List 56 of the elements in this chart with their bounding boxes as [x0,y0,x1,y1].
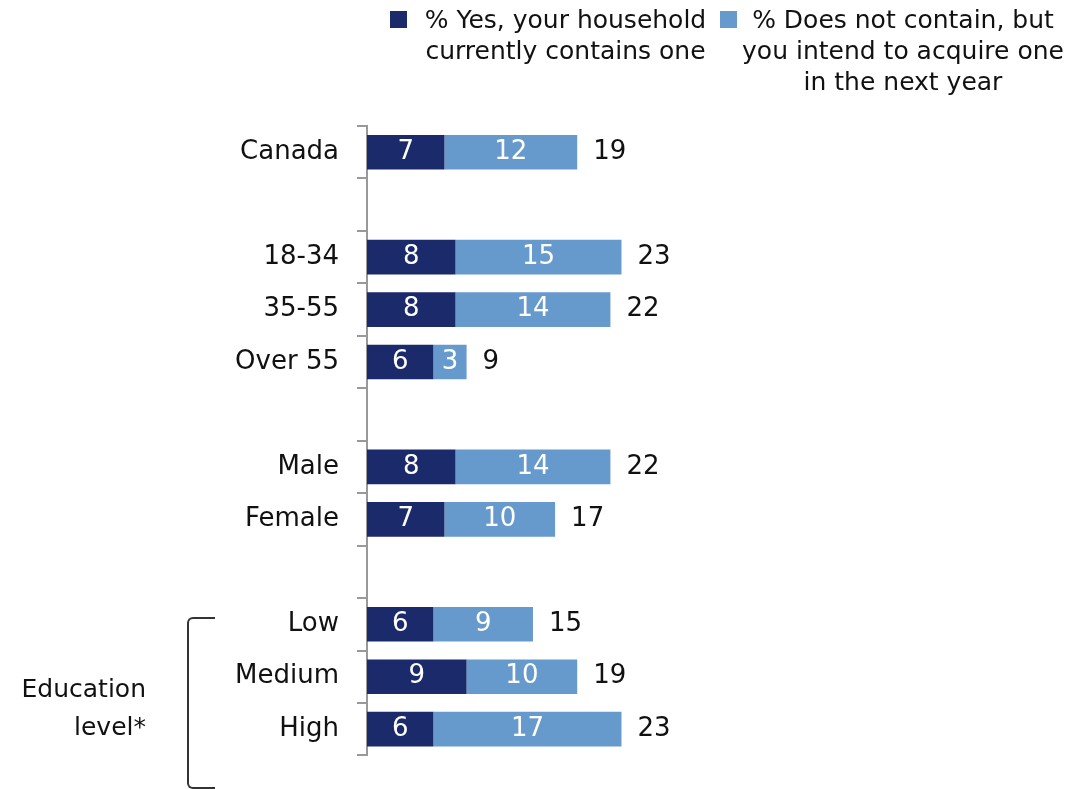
total-label: 23 [637,711,671,742]
bar [367,292,456,327]
y-tick-label: Female [244,502,339,533]
bar [444,502,556,537]
bar [466,659,578,695]
data-label: 6 [391,344,409,375]
y-tick-label: High [279,711,339,742]
bar [367,502,445,537]
total-label: 9 [482,344,500,375]
data-label: 8 [402,449,420,480]
data-label: 6 [391,607,409,638]
y-tick-label: 35-55 [263,292,339,323]
total-label: 23 [637,239,671,270]
bar [455,449,611,485]
bar [367,344,434,380]
data-label: 9 [408,659,426,690]
data-label: 15 [521,239,556,270]
bar [455,292,611,327]
y-tick-label: Canada [240,134,339,165]
data-label: 8 [402,239,420,270]
data-label: 6 [391,711,409,742]
data-label: 14 [516,449,550,480]
y-tick-label: Male [277,449,339,480]
bar [367,134,445,170]
data-label: 7 [397,134,414,165]
legend-label: % Does not contain, but you intend to acquire one in the next year [741,4,1065,97]
data-label: 3 [441,344,459,375]
bar [444,134,578,170]
total-label: 17 [571,502,605,533]
bar [433,606,533,642]
data-label: 10 [505,659,539,690]
data-label: 10 [483,502,517,533]
total-label: 15 [548,607,583,638]
bar [367,711,434,747]
total-label: 19 [593,659,627,690]
y-tick-label: Medium [235,659,339,690]
total-label: 19 [593,134,627,165]
legend-label: % Yes, your household currently contains one [423,4,708,66]
y-tick-label: 18-34 [263,239,339,270]
y-tick-label: Over 55 [235,344,339,375]
bar [367,659,467,695]
data-label: 14 [516,292,550,323]
bar [433,711,622,747]
bar [367,606,434,642]
bar [367,239,456,275]
data-label: 7 [397,502,414,533]
total-label: 22 [626,292,660,323]
data-label: 9 [474,607,492,638]
data-label: 8 [402,292,420,323]
data-label: 17 [510,711,544,742]
y-tick-label: Low [287,607,339,638]
bar [455,239,622,275]
data-label: 12 [494,134,528,165]
total-label: 22 [626,449,660,480]
bar [367,449,456,485]
text: Education level* [20,673,146,743]
